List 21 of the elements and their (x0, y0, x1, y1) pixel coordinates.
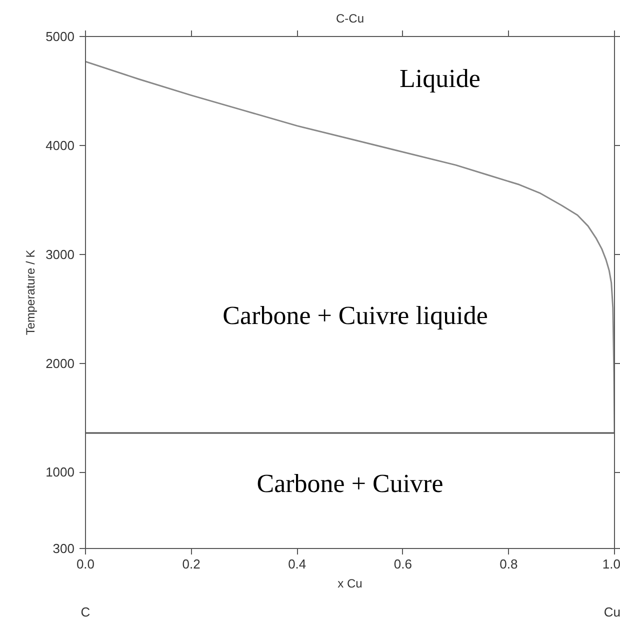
y-tick-label: 4000 (46, 138, 74, 153)
text: C (80, 604, 90, 620)
y-tick-label: 2000 (46, 356, 74, 371)
x-tick-label: 1.0 (602, 556, 620, 572)
annotation: Carbone + Cuivre (256, 468, 444, 498)
line-series (86, 60, 614, 434)
x-axis-title: x Cu (338, 576, 362, 590)
x-tick-label: 0.8 (500, 556, 518, 572)
y-tick-label: 300 (52, 541, 75, 556)
y-tick-label: 3000 (46, 246, 74, 262)
x-tick-label: 0.6 (394, 556, 412, 572)
y-tick-label: 1000 (46, 464, 74, 480)
chart-title: C-Cu (336, 12, 364, 26)
x-tick-label: 0.2 (182, 556, 200, 572)
annotation: Carbone + Cuivre liquide (222, 301, 488, 330)
x-tick-label: 0.0 (76, 556, 95, 572)
x-tick-label: 0.4 (288, 556, 306, 572)
text: Cu (604, 604, 620, 620)
annotation: Liquide (399, 64, 480, 93)
y-axis-title: Temperature / K (24, 250, 38, 336)
y-tick-label: 5000 (46, 29, 74, 44)
